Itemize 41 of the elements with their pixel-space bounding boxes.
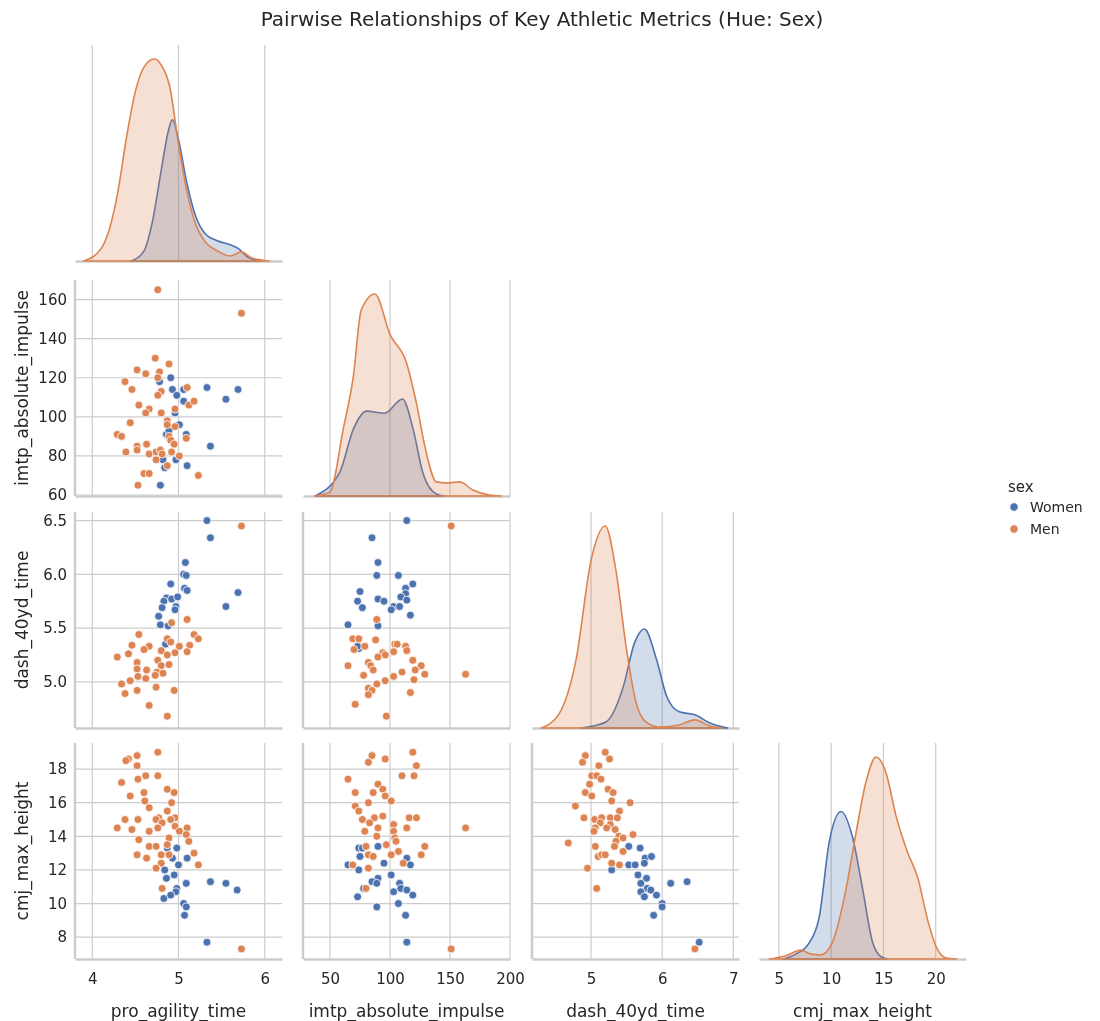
- x-tick-label: 10: [822, 969, 842, 988]
- x-tick-label: 100: [376, 969, 405, 988]
- y-tick-label: 60: [47, 486, 67, 505]
- x-tick-label: 7: [729, 969, 739, 988]
- x-tick-label: 200: [496, 969, 525, 988]
- x-tick-label: 6: [657, 969, 668, 988]
- y-tick-label: 6.0: [43, 565, 67, 584]
- y-tick-label: 16: [47, 793, 67, 812]
- y-tick-label: 140: [38, 329, 67, 348]
- legend-label: Men: [1030, 521, 1060, 537]
- y-tick-label: 80: [47, 447, 67, 466]
- y-tick-label: 8: [57, 928, 67, 947]
- legend-label: Women: [1030, 499, 1083, 515]
- y-tick-label: 14: [47, 827, 67, 846]
- legend-title: sex: [1008, 478, 1034, 496]
- x-tick-label: 20: [926, 969, 946, 988]
- text: Pairwise Relationships of Key Athletic Metrics (Hue: Sex): [260, 7, 824, 31]
- x-tick-label: 5: [586, 969, 597, 988]
- y-tick-label: 120: [38, 368, 67, 387]
- x-tick-label: 5: [774, 969, 785, 988]
- y-axis-title: imtp_absolute_impulse: [12, 290, 33, 486]
- y-axis-title: cmj_max_height: [12, 781, 33, 921]
- y-tick-label: 100: [38, 408, 67, 427]
- y-tick-label: 160: [38, 290, 67, 309]
- x-tick-label: 6: [260, 969, 271, 988]
- x-axis-title: pro_agility_time: [110, 1001, 247, 1021]
- y-tick-label: 18: [47, 760, 67, 779]
- y-tick-label: 5.0: [43, 673, 67, 692]
- x-axis-title: imtp_absolute_impulse: [308, 1001, 505, 1021]
- y-tick-label: 10: [47, 894, 67, 913]
- y-axis-title: dash_40yd_time: [12, 550, 33, 690]
- x-axis-title: dash_40yd_time: [566, 1001, 705, 1021]
- x-tick-label: 5: [174, 969, 184, 988]
- x-tick-label: 4: [87, 969, 98, 988]
- x-tick-label: 15: [874, 969, 894, 988]
- x-tick-label: 50: [320, 969, 341, 988]
- y-tick-label: 6.5: [43, 511, 67, 530]
- x-tick-label: 150: [436, 969, 465, 988]
- x-axis-title: cmj_max_height: [793, 1001, 933, 1021]
- y-tick-label: 5.5: [43, 619, 67, 638]
- y-tick-label: 12: [47, 861, 67, 880]
